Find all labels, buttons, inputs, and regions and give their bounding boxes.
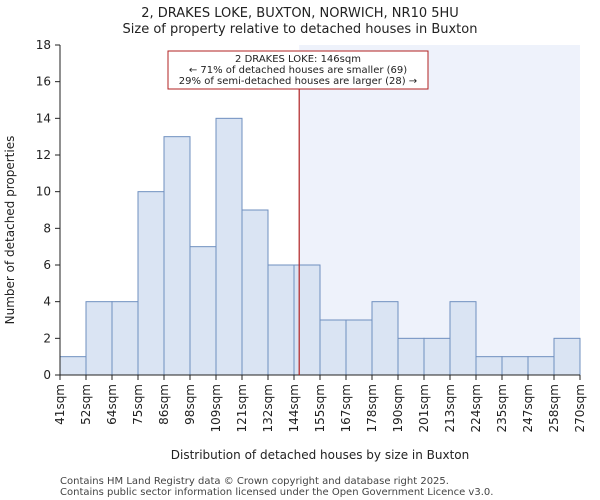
- bar-41sqm: [59, 356, 87, 376]
- x-tick-label: 52sqm: [79, 384, 93, 425]
- annotation-box: 2 DRAKES LOKE: 146sqm ← 71% of detached …: [167, 50, 429, 90]
- y-tick-label: 0: [43, 368, 51, 382]
- bar-121sqm: [241, 209, 269, 376]
- x-axis-label: Distribution of detached houses by size …: [171, 448, 470, 462]
- bar-75sqm: [137, 191, 165, 376]
- y-tick-label: 2: [43, 331, 51, 345]
- bar-64sqm: [111, 301, 139, 376]
- bar-178sqm: [371, 301, 399, 376]
- x-tick-label: 213sqm: [443, 384, 457, 432]
- annotation-line3: 29% of semi-detached houses are larger (…: [179, 76, 417, 87]
- y-tick-label: 4: [43, 295, 51, 309]
- bar-86sqm: [163, 136, 191, 376]
- bar-201sqm: [423, 337, 451, 376]
- x-tick-label: 109sqm: [209, 384, 223, 432]
- bar-132sqm: [267, 264, 295, 376]
- chart-title-line1: 2, DRAKES LOKE, BUXTON, NORWICH, NR10 5H…: [141, 6, 459, 21]
- bar-258sqm: [553, 337, 581, 376]
- x-tick-label: 144sqm: [287, 384, 301, 432]
- bar-98sqm: [189, 246, 217, 376]
- x-tick-label: 201sqm: [417, 384, 431, 432]
- footer-line1: Contains HM Land Registry data © Crown c…: [60, 476, 449, 487]
- x-tick-label: 224sqm: [469, 384, 483, 432]
- x-tick-label: 235sqm: [495, 384, 509, 432]
- x-tick-label: 270sqm: [573, 384, 587, 432]
- bar-109sqm: [215, 117, 243, 376]
- bar-155sqm: [319, 319, 347, 376]
- y-tick-label: 10: [36, 185, 51, 199]
- bar-235sqm: [501, 356, 529, 376]
- bar-213sqm: [449, 301, 477, 376]
- y-axis-label: Number of detached properties: [3, 136, 17, 325]
- bar-247sqm: [527, 356, 555, 376]
- y-tick-label: 16: [36, 75, 51, 89]
- footer-line2: Contains public sector information licen…: [60, 487, 493, 498]
- y-tick-label: 6: [43, 258, 51, 272]
- x-tick-label: 258sqm: [547, 384, 561, 432]
- y-tick-label: 8: [43, 221, 51, 235]
- x-tick-label: 247sqm: [521, 384, 535, 432]
- x-tick-label: 178sqm: [365, 384, 379, 432]
- annotation-border: [167, 50, 429, 90]
- y-tick-label: 14: [36, 111, 51, 125]
- bar-52sqm: [85, 301, 113, 376]
- y-tick-label: 12: [36, 148, 51, 162]
- bar-224sqm: [475, 356, 503, 376]
- x-tick-label: 64sqm: [105, 384, 119, 425]
- x-tick-label: 190sqm: [391, 384, 405, 432]
- bar-190sqm: [397, 337, 425, 376]
- annotation-line1: 2 DRAKES LOKE: 146sqm: [235, 54, 361, 65]
- x-tick-label: 167sqm: [339, 384, 353, 432]
- x-tick-label: 86sqm: [157, 384, 171, 425]
- x-tick-label: 132sqm: [261, 384, 275, 432]
- annotation-line2: ← 71% of detached houses are smaller (69…: [189, 65, 407, 76]
- x-tick-label: 155sqm: [313, 384, 327, 432]
- x-tick-label: 75sqm: [131, 384, 145, 425]
- y-tick-label: 18: [36, 38, 51, 52]
- x-tick-label: 41sqm: [53, 384, 67, 425]
- x-tick-label: 121sqm: [235, 384, 249, 432]
- x-tick-label: 98sqm: [183, 384, 197, 425]
- bar-144sqm: [293, 264, 321, 376]
- chart-title-line2: Size of property relative to detached ho…: [123, 22, 478, 37]
- bar-167sqm: [345, 319, 373, 376]
